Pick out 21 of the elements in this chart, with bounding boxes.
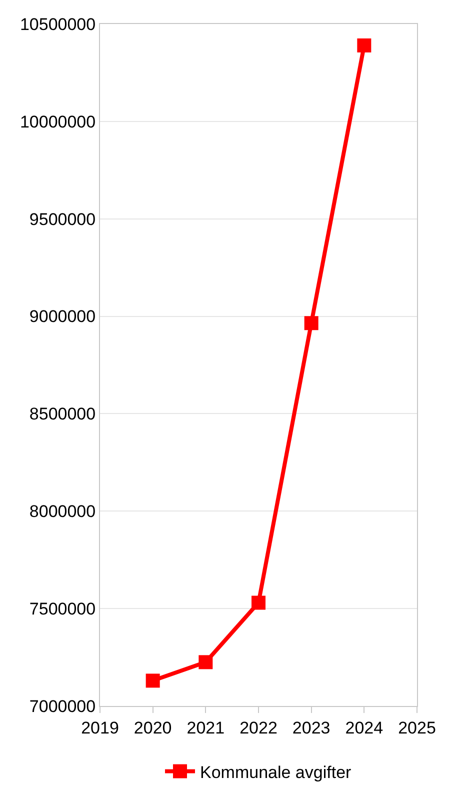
legend-label: Kommunale avgifter	[200, 762, 352, 782]
point	[146, 674, 160, 688]
x-tick-label: 2025	[398, 718, 436, 738]
y-tick-label: 7500000	[29, 600, 96, 619]
point	[252, 596, 266, 610]
x-tick-label: 2024	[345, 718, 384, 738]
y-tick-label: 8000000	[29, 502, 96, 522]
point	[304, 316, 318, 330]
y-tick-label: 10500000	[20, 14, 96, 34]
x-tick-label: 2021	[186, 718, 225, 738]
x-tick-label: 2022	[240, 718, 278, 738]
x-tick-label: 2019	[81, 718, 119, 738]
point	[357, 38, 372, 52]
y-tick-label: 7000000	[29, 696, 96, 716]
y-tick-label: 10000000	[20, 112, 96, 132]
x-tick-label: 2023	[292, 718, 330, 738]
x-tick-label: 2020	[134, 718, 172, 738]
y-tick-label: 9500000	[29, 210, 96, 229]
y-tick-label: 9000000	[29, 307, 96, 326]
point	[198, 655, 213, 670]
y-tick-label: 8500000	[29, 404, 96, 424]
